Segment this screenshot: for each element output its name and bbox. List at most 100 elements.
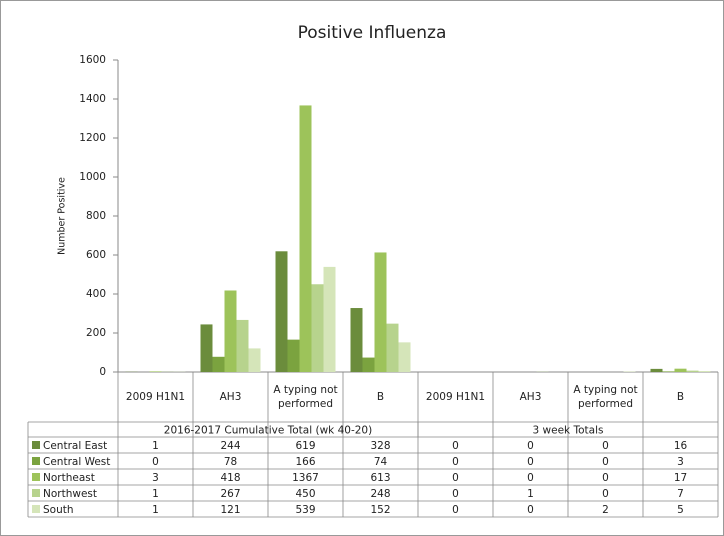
x-tick-label: A typing not performed	[273, 384, 338, 410]
bar	[374, 252, 387, 372]
table-value: 0	[602, 456, 609, 468]
table-value: 1367	[292, 472, 319, 484]
table-value: 1	[527, 488, 534, 500]
x-tick-label: 2009 H1N1	[125, 391, 186, 403]
x-tick-label: B	[376, 391, 385, 403]
bar	[386, 323, 399, 372]
bar	[686, 370, 699, 372]
bar	[362, 357, 375, 372]
table-value: 166	[295, 456, 315, 468]
y-axis-label: Number Positive	[57, 177, 68, 255]
table-value: 0	[527, 440, 534, 452]
table-value: 0	[602, 440, 609, 452]
table-value: 0	[527, 456, 534, 468]
legend-label: Northeast	[43, 472, 95, 484]
y-tick-label: 800	[86, 210, 106, 222]
table-value: 0	[527, 472, 534, 484]
legend-key	[32, 441, 40, 449]
y-tick-label: 1200	[79, 132, 106, 144]
x-tick-label: AH3	[519, 391, 542, 403]
table-value: 0	[452, 456, 459, 468]
bar	[236, 319, 249, 372]
x-tick-label: 2009 H1N1	[425, 391, 486, 403]
legend-key	[32, 457, 40, 465]
table-value: 0	[602, 488, 609, 500]
table-value: 78	[224, 456, 237, 468]
x-tick-label: A typing not performed	[573, 384, 638, 410]
legend-key	[32, 473, 40, 481]
table-value: 152	[370, 504, 390, 516]
table-value: 619	[295, 440, 315, 452]
table-value: 248	[370, 488, 390, 500]
table-value: 0	[452, 440, 459, 452]
legend-key	[32, 505, 40, 513]
bar	[398, 342, 411, 372]
legend-label: Central West	[43, 456, 110, 468]
table-value: 450	[295, 488, 315, 500]
table-value: 0	[452, 472, 459, 484]
bar	[674, 368, 687, 372]
legend-label: Northwest	[43, 488, 97, 500]
x-tick-label-box: 2009 H1N1	[125, 391, 186, 403]
table-value: 121	[220, 504, 240, 516]
legend-label: Central East	[43, 440, 107, 452]
group-label: 2016-2017 Cumulative Total (wk 40-20)	[164, 425, 372, 437]
bar	[650, 368, 663, 372]
bar	[299, 105, 312, 372]
y-tick-label: 600	[86, 249, 106, 261]
table-value: 17	[674, 472, 687, 484]
table-value: 3	[152, 472, 159, 484]
table-value: 0	[452, 504, 459, 516]
table-value: 613	[370, 472, 390, 484]
table-value: 244	[220, 440, 240, 452]
bar	[323, 266, 336, 372]
legend-key	[32, 489, 40, 497]
bar	[224, 290, 237, 372]
bar	[350, 308, 363, 372]
bar	[149, 371, 162, 372]
table-value: 74	[374, 456, 388, 468]
legend-label: South	[43, 504, 74, 516]
x-tick-label-box: B	[676, 391, 685, 403]
table-value: 5	[677, 504, 684, 516]
bar	[662, 371, 675, 372]
table-value: 7	[677, 488, 684, 500]
y-tick-label: 1000	[79, 171, 106, 183]
y-tick-label: 400	[86, 288, 106, 300]
x-tick-label: AH3	[219, 391, 242, 403]
y-tick-label: 0	[99, 366, 106, 378]
table-value: 3	[677, 456, 684, 468]
bar	[275, 251, 288, 372]
bar	[698, 371, 711, 372]
bar	[212, 356, 225, 372]
table-value: 1	[152, 440, 159, 452]
table-value: 0	[452, 488, 459, 500]
x-tick-label-box: B	[376, 391, 385, 403]
bar	[248, 348, 261, 372]
table-value: 1	[152, 504, 159, 516]
table-value: 1	[152, 488, 159, 500]
chart-title: Positive Influenza	[298, 23, 447, 43]
x-tick-label-box: 2009 H1N1	[425, 391, 486, 403]
x-tick-label-box: AH3	[519, 391, 542, 403]
table-value: 267	[220, 488, 240, 500]
table-value: 539	[295, 504, 315, 516]
y-tick-label: 1600	[79, 54, 106, 66]
table-value: 418	[220, 472, 240, 484]
table-value: 0	[152, 456, 159, 468]
bar	[200, 324, 213, 372]
bar	[287, 339, 300, 372]
x-tick-label-box: A typing not performed	[273, 384, 338, 410]
x-tick-label-box: A typing not performed	[573, 384, 638, 410]
bar	[311, 284, 324, 372]
table-value: 2	[602, 504, 609, 516]
table-value: 0	[602, 472, 609, 484]
y-tick-label: 200	[86, 327, 106, 339]
table-value: 328	[370, 440, 390, 452]
x-tick-label: B	[676, 391, 685, 403]
x-tick-label-box: AH3	[219, 391, 242, 403]
table-value: 0	[527, 504, 534, 516]
group-label: 3 week Totals	[533, 425, 604, 437]
